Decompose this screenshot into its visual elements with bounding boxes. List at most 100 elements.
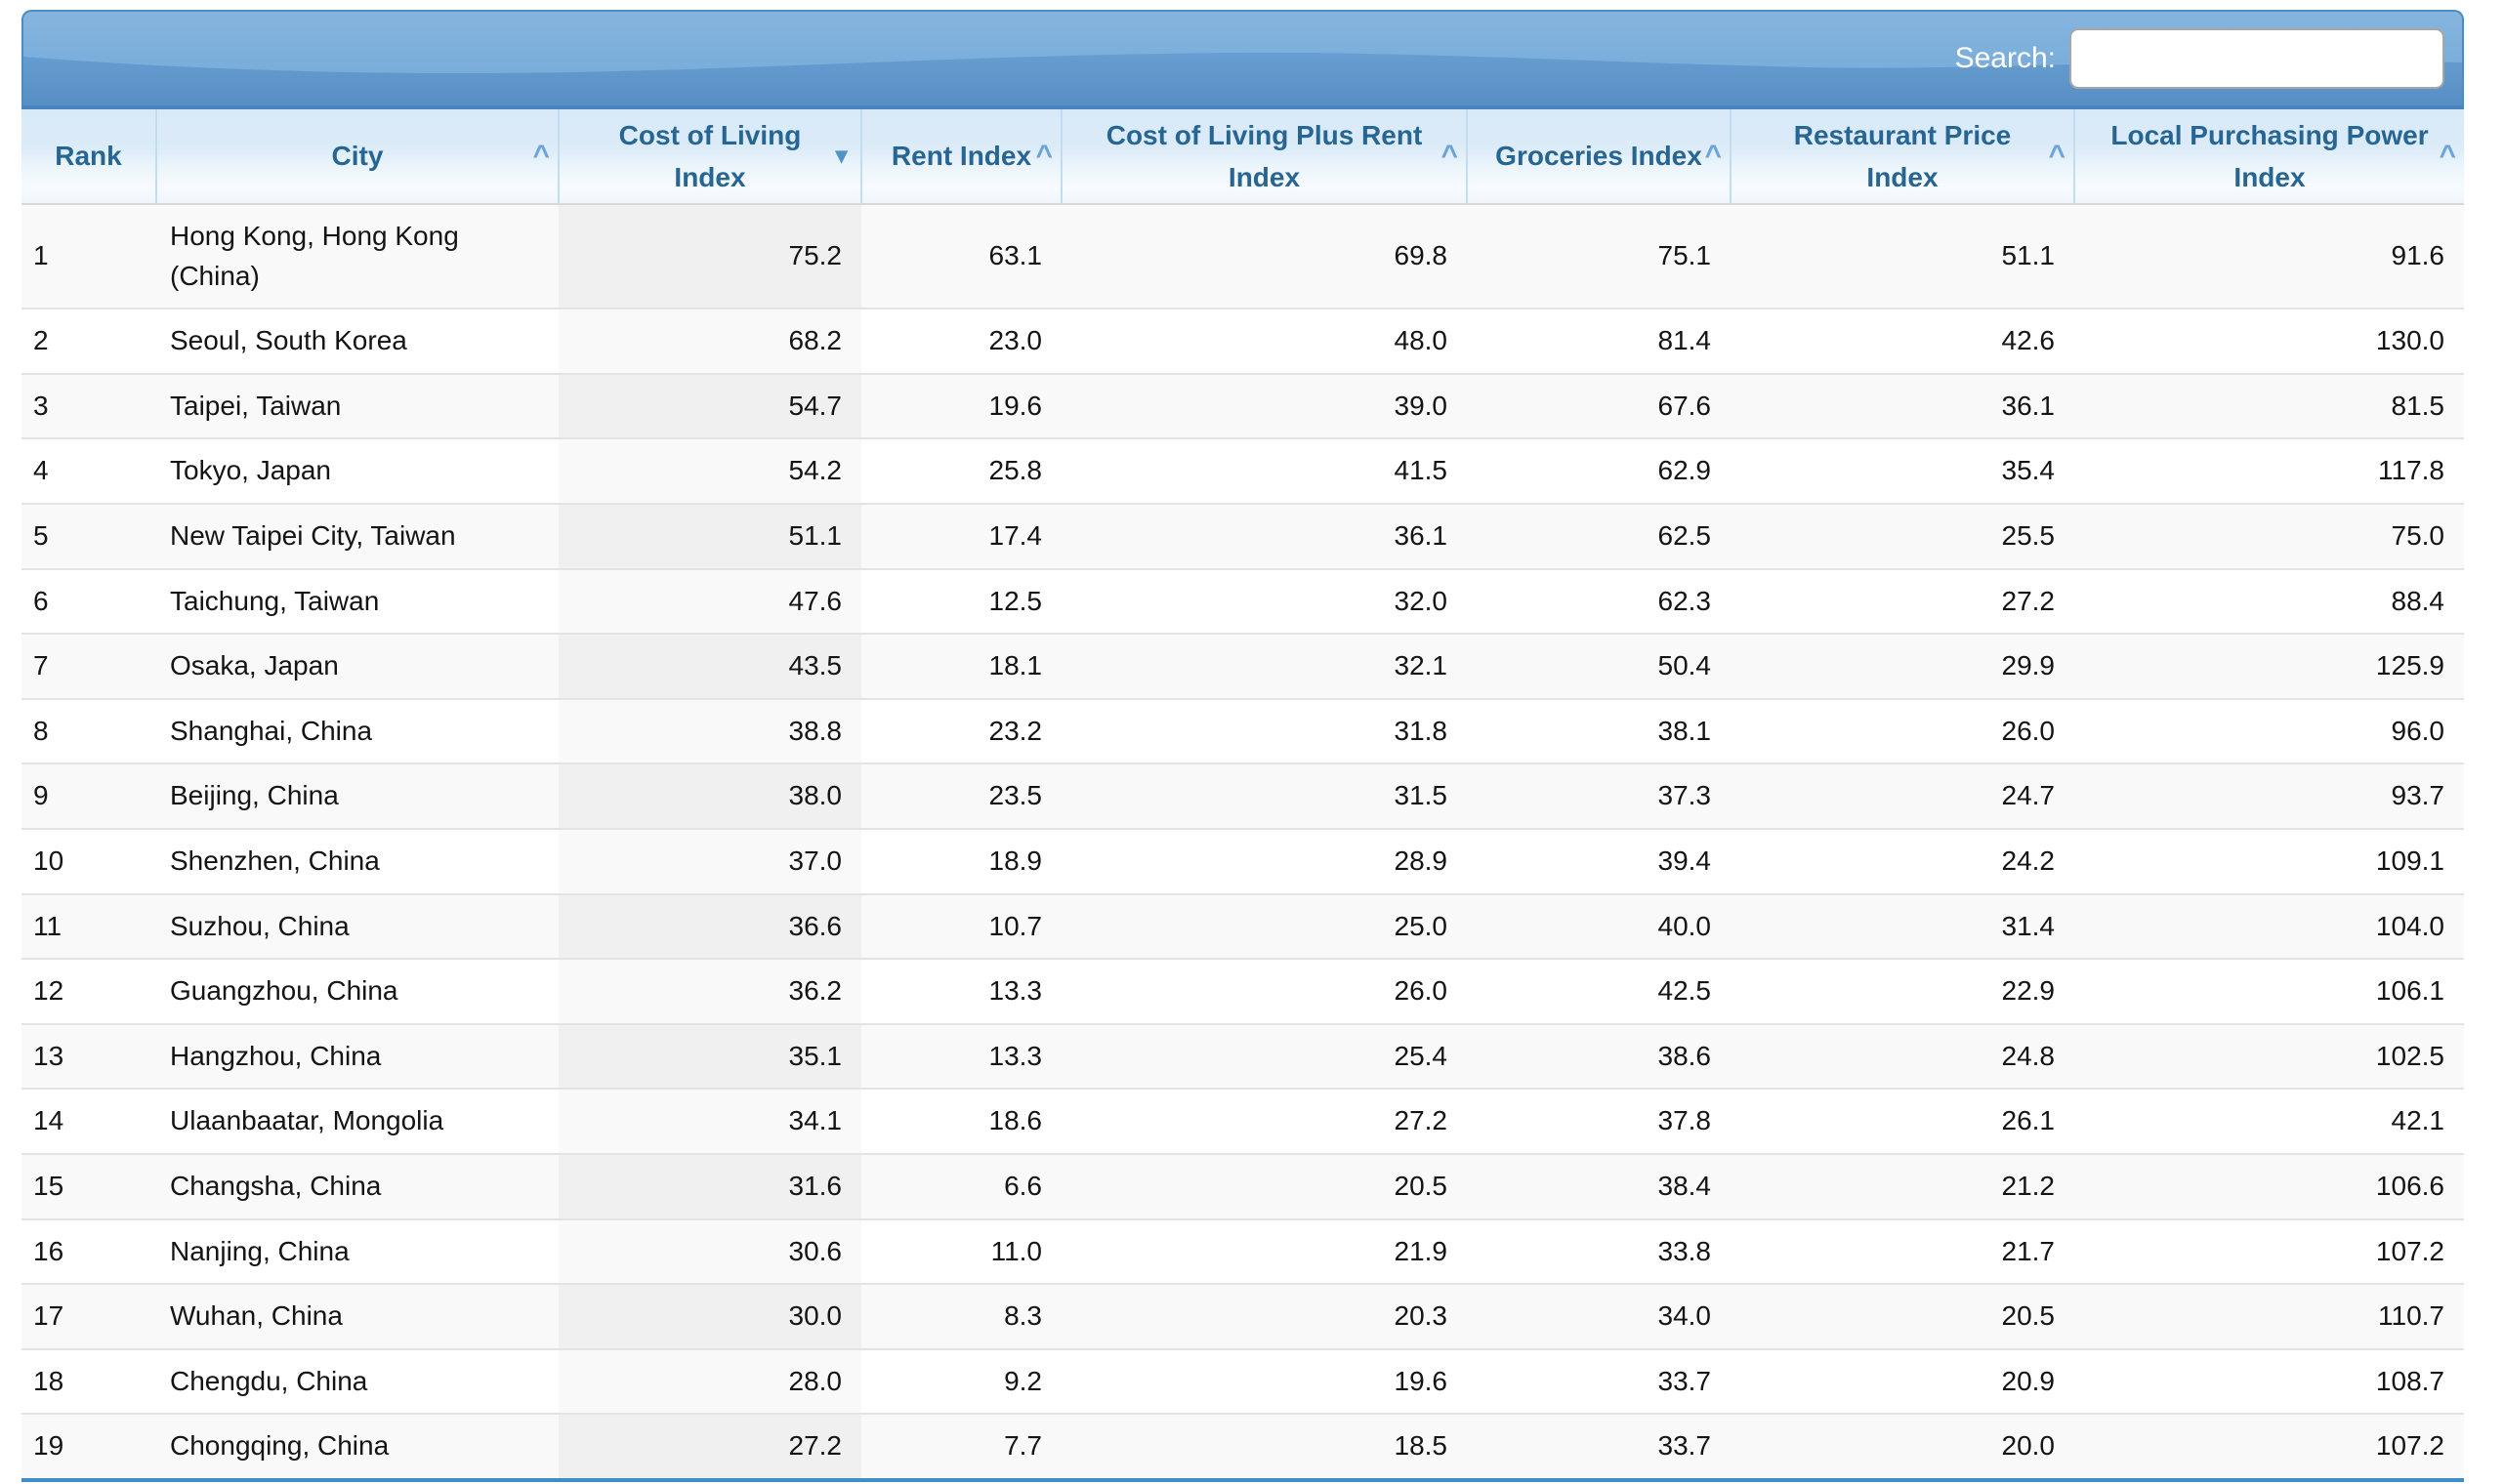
cost-of-living-cell: 54.2 bbox=[559, 438, 861, 505]
rent-cell: 17.4 bbox=[861, 503, 1062, 570]
column-header-cost-of-living-plus-rent-index[interactable]: Cost of Living Plus Rent Index ^ bbox=[1062, 109, 1468, 205]
restaurant-price-cell: 21.7 bbox=[1731, 1218, 2074, 1286]
sort-asc-icon: ^ bbox=[1035, 140, 1053, 172]
groceries-cell: 38.6 bbox=[1467, 1023, 1731, 1091]
table-body: 1 Hong Kong, Hong Kong (China) 75.2 63.1… bbox=[21, 204, 2464, 1480]
rank-cell: 12 bbox=[21, 959, 156, 1025]
local-purchasing-power-cell: 107.2 bbox=[2074, 1414, 2464, 1480]
column-header-local-purchasing-power-index[interactable]: Local Purchasing Power Index ^ bbox=[2074, 109, 2464, 205]
local-purchasing-power-cell: 110.7 bbox=[2074, 1284, 2464, 1350]
restaurant-price-cell: 35.4 bbox=[1731, 438, 2074, 505]
city-cell: Shenzhen, China bbox=[156, 828, 559, 895]
local-purchasing-power-cell: 102.5 bbox=[2074, 1023, 2464, 1091]
groceries-cell: 62.3 bbox=[1467, 568, 1731, 636]
rank-cell: 10 bbox=[21, 828, 156, 895]
rank-cell: 3 bbox=[21, 373, 156, 440]
sort-asc-icon: ^ bbox=[532, 140, 550, 172]
table-row: 6 Taichung, Taiwan 47.6 12.5 32.0 62.3 2… bbox=[21, 568, 2464, 636]
city-cell: Taipei, Taiwan bbox=[156, 373, 559, 440]
city-cell: Hangzhou, China bbox=[156, 1023, 559, 1091]
column-header-city[interactable]: City ^ bbox=[156, 109, 560, 205]
city-cell: Osaka, Japan bbox=[156, 634, 559, 700]
rent-cell: 6.6 bbox=[861, 1153, 1062, 1220]
cost-of-living-plus-rent-cell: 31.5 bbox=[1062, 763, 1467, 830]
rank-cell: 7 bbox=[21, 634, 156, 700]
column-label: Cost of Living Index bbox=[618, 119, 802, 192]
cost-of-living-cell: 36.2 bbox=[559, 959, 861, 1025]
table-row: 15 Changsha, China 31.6 6.6 20.5 38.4 21… bbox=[21, 1153, 2464, 1220]
restaurant-price-cell: 24.2 bbox=[1731, 828, 2074, 895]
restaurant-price-cell: 31.4 bbox=[1731, 893, 2074, 961]
rent-cell: 9.2 bbox=[861, 1348, 1062, 1416]
restaurant-price-cell: 26.0 bbox=[1731, 698, 2074, 765]
local-purchasing-power-cell: 91.6 bbox=[2074, 204, 2464, 310]
groceries-cell: 62.9 bbox=[1467, 438, 1731, 505]
groceries-cell: 33.8 bbox=[1467, 1218, 1731, 1286]
column-label: Restaurant Price Index bbox=[1793, 119, 2012, 192]
cost-of-living-plus-rent-cell: 48.0 bbox=[1062, 309, 1467, 375]
groceries-cell: 33.7 bbox=[1467, 1348, 1731, 1416]
restaurant-price-cell: 24.7 bbox=[1731, 763, 2074, 830]
sort-desc-icon: ▼ bbox=[830, 143, 853, 169]
table-row: 1 Hong Kong, Hong Kong (China) 75.2 63.1… bbox=[21, 204, 2464, 310]
groceries-cell: 40.0 bbox=[1467, 893, 1731, 961]
local-purchasing-power-cell: 109.1 bbox=[2074, 828, 2464, 895]
restaurant-price-cell: 36.1 bbox=[1731, 373, 2074, 440]
rent-cell: 18.1 bbox=[861, 634, 1062, 700]
cost-of-living-table-widget: Search: Rank City ^ Cost of Living Index… bbox=[21, 10, 2464, 1482]
rank-cell: 11 bbox=[21, 893, 156, 961]
local-purchasing-power-cell: 106.1 bbox=[2074, 959, 2464, 1025]
cost-of-living-plus-rent-cell: 32.1 bbox=[1062, 634, 1467, 700]
column-label: City bbox=[331, 141, 384, 172]
column-header-cost-of-living-index[interactable]: Cost of Living Index ▼ bbox=[559, 109, 862, 205]
search-input[interactable] bbox=[2069, 28, 2444, 89]
column-header-restaurant-price-index[interactable]: Restaurant Price Index ^ bbox=[1731, 109, 2075, 205]
cost-of-living-cell: 31.6 bbox=[559, 1153, 861, 1220]
rent-cell: 23.0 bbox=[861, 309, 1062, 375]
local-purchasing-power-cell: 42.1 bbox=[2074, 1089, 2464, 1155]
local-purchasing-power-cell: 117.8 bbox=[2074, 438, 2464, 505]
groceries-cell: 39.4 bbox=[1467, 828, 1731, 895]
cost-of-living-cell: 38.0 bbox=[559, 763, 861, 830]
restaurant-price-cell: 21.2 bbox=[1731, 1153, 2074, 1220]
restaurant-price-cell: 20.9 bbox=[1731, 1348, 2074, 1416]
local-purchasing-power-cell: 88.4 bbox=[2074, 568, 2464, 636]
groceries-cell: 42.5 bbox=[1467, 959, 1731, 1025]
city-cell: Suzhou, China bbox=[156, 893, 559, 961]
rent-cell: 13.3 bbox=[861, 959, 1062, 1025]
restaurant-price-cell: 51.1 bbox=[1731, 204, 2074, 310]
groceries-cell: 38.1 bbox=[1467, 698, 1731, 765]
column-header-groceries-index[interactable]: Groceries Index ^ bbox=[1467, 109, 1732, 205]
local-purchasing-power-cell: 104.0 bbox=[2074, 893, 2464, 961]
column-label: Local Purchasing Power Index bbox=[2110, 119, 2429, 192]
cost-of-living-cell: 51.1 bbox=[559, 503, 861, 570]
rank-cell: 13 bbox=[21, 1023, 156, 1091]
city-cell: Seoul, South Korea bbox=[156, 309, 559, 375]
restaurant-price-cell: 20.0 bbox=[1731, 1414, 2074, 1480]
column-header-rent-index[interactable]: Rent Index ^ bbox=[861, 109, 1063, 205]
local-purchasing-power-cell: 96.0 bbox=[2074, 698, 2464, 765]
table-row: 2 Seoul, South Korea 68.2 23.0 48.0 81.4… bbox=[21, 309, 2464, 375]
restaurant-price-cell: 29.9 bbox=[1731, 634, 2074, 700]
cost-of-living-plus-rent-cell: 21.9 bbox=[1062, 1218, 1467, 1286]
rent-cell: 12.5 bbox=[861, 568, 1062, 636]
header-row: Rank City ^ Cost of Living Index ▼ Rent … bbox=[21, 109, 2464, 205]
city-cell: Guangzhou, China bbox=[156, 959, 559, 1025]
table-row: 9 Beijing, China 38.0 23.5 31.5 37.3 24.… bbox=[21, 763, 2464, 830]
rank-cell: 6 bbox=[21, 568, 156, 636]
rank-cell: 14 bbox=[21, 1089, 156, 1155]
rank-cell: 2 bbox=[21, 309, 156, 375]
groceries-cell: 50.4 bbox=[1467, 634, 1731, 700]
cost-of-living-plus-rent-cell: 20.3 bbox=[1062, 1284, 1467, 1350]
rent-cell: 63.1 bbox=[861, 204, 1062, 310]
rent-cell: 7.7 bbox=[861, 1414, 1062, 1480]
rank-cell: 9 bbox=[21, 763, 156, 830]
column-header-rank[interactable]: Rank bbox=[21, 109, 157, 205]
cost-of-living-cell: 68.2 bbox=[559, 309, 861, 375]
groceries-cell: 75.1 bbox=[1467, 204, 1731, 310]
rank-cell: 5 bbox=[21, 503, 156, 570]
groceries-cell: 33.7 bbox=[1467, 1414, 1731, 1480]
city-cell: Shanghai, China bbox=[156, 698, 559, 765]
rent-cell: 18.9 bbox=[861, 828, 1062, 895]
sort-asc-icon: ^ bbox=[2439, 140, 2456, 172]
